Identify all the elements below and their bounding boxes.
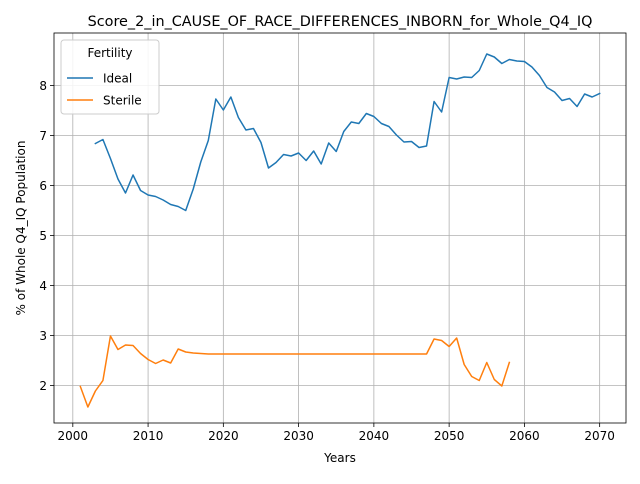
x-tick-label: 2040	[359, 429, 390, 443]
x-tick-label: 2050	[434, 429, 465, 443]
y-tick-label: 5	[39, 229, 47, 243]
x-tick-label: 2010	[133, 429, 164, 443]
x-axis-label: Years	[323, 451, 356, 465]
y-tick-label: 4	[39, 279, 47, 293]
y-tick-label: 7	[39, 129, 47, 143]
legend-label-sterile: Sterile	[103, 94, 142, 108]
x-tick-label: 2070	[584, 429, 615, 443]
y-tick-label: 6	[39, 179, 47, 193]
legend-title: Fertility	[87, 46, 132, 60]
y-tick-label: 3	[39, 329, 47, 343]
x-tick-label: 2030	[283, 429, 314, 443]
y-tick-label: 8	[39, 79, 47, 93]
y-tick-label: 2	[39, 379, 47, 393]
y-axis-label: % of Whole Q4_IQ Population	[14, 141, 28, 316]
chart-title: Score_2_in_CAUSE_OF_RACE_DIFFERENCES_INB…	[88, 14, 593, 30]
x-tick-label: 2020	[208, 429, 239, 443]
x-tick-label: 2060	[509, 429, 540, 443]
x-tick-label: 2000	[58, 429, 89, 443]
legend-label-ideal: Ideal	[103, 72, 132, 86]
legend: Fertility Ideal Sterile	[61, 40, 159, 114]
